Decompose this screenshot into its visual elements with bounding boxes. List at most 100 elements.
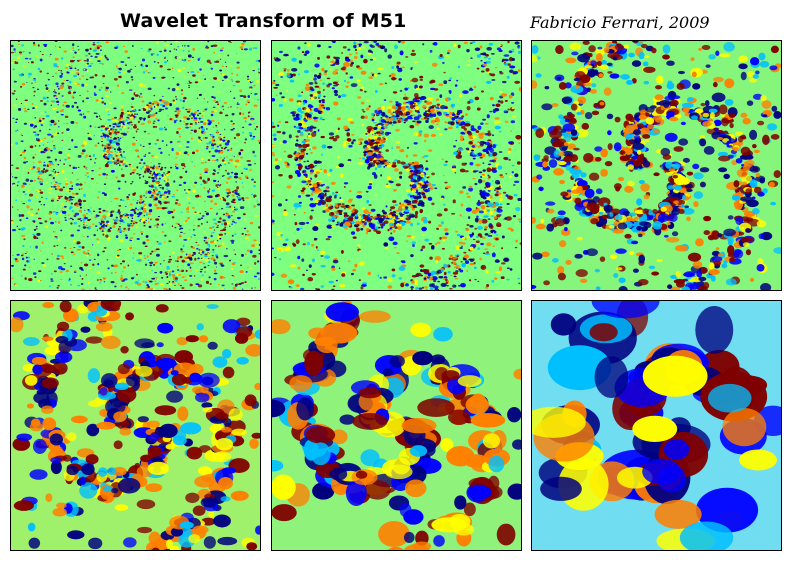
wavelet-feature xyxy=(96,229,99,231)
wavelet-feature xyxy=(429,100,433,103)
wavelet-feature xyxy=(58,182,62,185)
wavelet-feature xyxy=(452,107,454,109)
wavelet-feature xyxy=(348,144,353,148)
wavelet-feature xyxy=(222,174,225,177)
wavelet-feature xyxy=(198,136,201,139)
wavelet-feature xyxy=(426,97,433,100)
wavelet-feature xyxy=(445,160,448,163)
wavelet-feature xyxy=(477,145,481,148)
wavelet-feature xyxy=(445,54,450,57)
wavelet-feature xyxy=(59,188,64,192)
wavelet-feature xyxy=(226,213,230,216)
wavelet-feature xyxy=(489,210,494,215)
wavelet-feature xyxy=(362,110,366,113)
wavelet-feature xyxy=(395,183,401,187)
wavelet-feature xyxy=(321,144,327,149)
wavelet-feature xyxy=(487,218,491,220)
wavelet-feature xyxy=(391,268,396,272)
wavelet-feature xyxy=(300,110,304,114)
wavelet-feature xyxy=(50,186,53,188)
wavelet-feature xyxy=(417,169,421,173)
wavelet-feature xyxy=(201,250,205,254)
wavelet-feature xyxy=(54,57,59,61)
wavelet-feature xyxy=(198,57,201,59)
wavelet-feature xyxy=(292,242,295,246)
wavelet-feature xyxy=(130,222,133,225)
wavelet-feature xyxy=(356,223,360,227)
wavelet-feature xyxy=(105,41,110,44)
wavelet-feature xyxy=(198,93,202,96)
wavelet-feature xyxy=(247,239,251,241)
wavelet-feature xyxy=(102,152,105,156)
wavelet-feature xyxy=(30,256,33,259)
wavelet-feature xyxy=(317,90,321,95)
wavelet-feature xyxy=(485,53,489,57)
wavelet-feature xyxy=(149,166,153,168)
wavelet-feature xyxy=(150,188,153,191)
wavelet-feature xyxy=(39,99,43,102)
wavelet-feature xyxy=(315,171,320,175)
wavelet-feature xyxy=(90,55,93,58)
wavelet-feature xyxy=(119,239,124,243)
wavelet-feature xyxy=(356,141,361,145)
wavelet-feature xyxy=(174,95,177,98)
wavelet-feature xyxy=(298,73,301,76)
wavelet-feature xyxy=(464,113,469,116)
wavelet-feature xyxy=(171,67,174,70)
wavelet-feature xyxy=(484,233,489,236)
wavelet-feature xyxy=(328,45,332,48)
wavelet-feature xyxy=(242,199,245,202)
wavelet-feature xyxy=(45,114,50,118)
wavelet-feature xyxy=(23,149,27,152)
wavelet-feature xyxy=(179,285,182,287)
wavelet-feature xyxy=(272,194,275,198)
wavelet-feature xyxy=(206,145,209,148)
wavelet-feature xyxy=(294,137,297,140)
wavelet-feature xyxy=(153,105,156,108)
wavelet-feature xyxy=(386,176,392,180)
wavelet-feature xyxy=(449,77,452,80)
wavelet-feature xyxy=(481,70,485,73)
wavelet-feature xyxy=(121,174,125,178)
wavelet-feature xyxy=(374,194,377,197)
wavelet-feature xyxy=(209,282,212,285)
wavelet-feature xyxy=(96,182,99,184)
wavelet-feature xyxy=(450,274,453,277)
wavelet-feature xyxy=(409,194,413,198)
wavelet-feature xyxy=(50,280,54,282)
wavelet-feature xyxy=(374,153,382,159)
wavelet-feature xyxy=(350,83,358,88)
wavelet-feature xyxy=(179,231,183,234)
wavelet-feature xyxy=(164,222,166,225)
wavelet-feature xyxy=(81,246,85,249)
wavelet-feature xyxy=(305,144,309,147)
wavelet-feature xyxy=(167,278,170,280)
wavelet-feature xyxy=(391,108,395,112)
wavelet-feature xyxy=(252,81,254,83)
wavelet-feature xyxy=(214,202,218,206)
wavelet-feature xyxy=(189,122,193,126)
wavelet-feature xyxy=(131,113,133,116)
wavelet-feature xyxy=(217,152,221,154)
wavelet-feature xyxy=(118,213,121,215)
wavelet-feature xyxy=(29,266,31,268)
wavelet-feature xyxy=(331,288,335,290)
wavelet-feature xyxy=(199,68,202,71)
wavelet-feature xyxy=(166,276,169,278)
wavelet-feature xyxy=(139,198,143,201)
wavelet-feature xyxy=(317,201,322,206)
wavelet-feature xyxy=(503,54,510,57)
wavelet-feature xyxy=(137,120,141,124)
wavelet-feature xyxy=(63,101,67,104)
wavelet-feature xyxy=(374,167,378,171)
wavelet-feature xyxy=(71,43,75,47)
wavelet-feature xyxy=(27,190,30,192)
wavelet-feature xyxy=(225,65,228,68)
wavelet-feature xyxy=(317,107,323,111)
wavelet-feature xyxy=(89,125,92,128)
wavelet-feature xyxy=(316,74,322,79)
wavelet-feature xyxy=(143,195,145,197)
wavelet-feature xyxy=(351,213,356,216)
wavelet-feature xyxy=(70,65,73,67)
wavelet-feature xyxy=(700,102,706,107)
